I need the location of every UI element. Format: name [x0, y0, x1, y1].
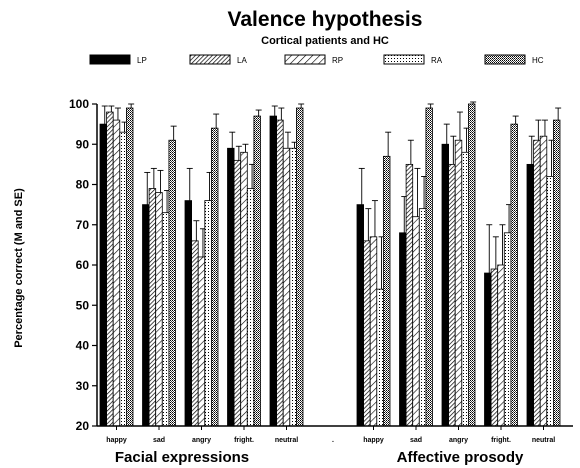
bar-rp — [240, 151, 248, 427]
bar-lp — [526, 163, 534, 427]
bar-lp — [484, 272, 492, 427]
bar-rp — [369, 236, 378, 427]
bar-hc — [168, 139, 176, 427]
bar-lp — [227, 147, 235, 427]
legend-swatch-lp — [89, 54, 131, 65]
legend: LP LA RP RA HC — [89, 54, 544, 65]
chart-subtitle: Cortical patients and HC — [261, 35, 389, 47]
legend-swatch-rp — [284, 54, 326, 65]
y-tick-label: 100 — [69, 97, 89, 111]
bar-hc — [295, 107, 304, 427]
bar-la — [276, 119, 284, 427]
bar-hc — [126, 107, 134, 427]
bar-lp — [269, 115, 277, 427]
bar-la — [191, 240, 199, 427]
bar-hc — [467, 103, 476, 427]
bar-hc — [253, 115, 261, 427]
legend-label-la: LA — [237, 56, 247, 65]
bar-hc — [553, 119, 561, 427]
legend-label-hc: HC — [532, 56, 544, 65]
bar-lp — [184, 200, 192, 427]
y-tick-label: 60 — [76, 258, 90, 272]
bar-lp — [441, 143, 449, 427]
y-tick-label: 40 — [76, 339, 90, 353]
x-category-label: sad — [410, 437, 422, 444]
x-category-label: fright. — [234, 437, 254, 444]
bar-hc — [382, 155, 391, 427]
x-category-label: sad — [153, 437, 165, 444]
bar-ra — [376, 288, 384, 427]
bar-rp — [155, 192, 163, 427]
group-separator-label: . — [332, 437, 334, 444]
y-tick-label: 80 — [76, 178, 90, 192]
legend-label-ra: RA — [431, 56, 443, 65]
x-category-label: happy — [363, 437, 384, 444]
bar-hc — [210, 127, 219, 427]
bar-ra — [461, 151, 469, 427]
legend-swatch-ra — [383, 54, 425, 65]
y-axis: 20 30 40 50 60 70 80 90 100 — [69, 97, 98, 433]
x-category-label: angry — [449, 437, 468, 444]
bar-rp — [539, 135, 548, 427]
legend-swatch-hc — [484, 54, 526, 65]
x-group-label: Facial expressions — [115, 449, 249, 466]
bar-la — [405, 163, 414, 427]
x-category-label: fright. — [491, 437, 511, 444]
x-category-label: neutral — [275, 437, 298, 444]
bar-rp — [454, 139, 463, 427]
x-axis: happy sad angry fright. neutral Facial expres… — [97, 425, 573, 466]
bar-la — [490, 268, 499, 427]
bar-rp — [282, 147, 291, 427]
bar-rp — [112, 119, 121, 427]
bar-ra — [289, 147, 297, 427]
bar-hc — [425, 107, 433, 427]
bar-la — [448, 163, 456, 427]
bar-lp — [142, 204, 150, 427]
bar-lp — [99, 123, 107, 427]
x-group-label: Affective prosody — [397, 449, 524, 466]
bar-la — [106, 111, 114, 427]
legend-label-lp: LP — [137, 56, 147, 65]
bar-ra — [161, 212, 170, 427]
bar-ra — [503, 232, 512, 427]
bar-la — [148, 188, 157, 427]
x-category-label: happy — [106, 437, 127, 444]
x-category-label: neutral — [532, 437, 555, 444]
bar-lp — [356, 204, 364, 427]
bar-rp — [497, 264, 505, 427]
y-tick-label: 90 — [76, 137, 90, 151]
bar-ra — [418, 208, 427, 427]
bar-la — [363, 240, 371, 427]
legend-swatch-la — [189, 54, 231, 65]
legend-label-rp: RP — [332, 56, 343, 65]
bar-ra — [204, 200, 212, 427]
bar-lp — [399, 232, 407, 427]
y-tick-label: 30 — [76, 379, 90, 393]
y-tick-label: 50 — [76, 298, 90, 312]
y-tick-label: 70 — [76, 218, 90, 232]
bar-la — [233, 159, 242, 427]
bar-la — [533, 139, 541, 427]
bar-hc — [510, 123, 518, 427]
y-tick-label: 20 — [76, 419, 90, 433]
y-axis-label: Percentage correct (M and SE) — [13, 188, 25, 348]
bar-ra — [246, 188, 255, 427]
chart-title: Valence hypothesis — [228, 8, 423, 31]
bar-ra — [546, 176, 554, 427]
bar-ra — [119, 131, 127, 427]
bar-rp — [197, 256, 206, 427]
bars — [99, 101, 562, 427]
x-category-label: angry — [192, 437, 211, 444]
bar-rp — [412, 216, 420, 427]
